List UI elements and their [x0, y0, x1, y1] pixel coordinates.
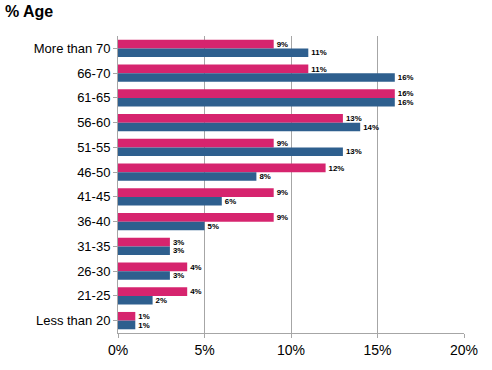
svg-text:9%: 9%: [277, 139, 288, 148]
svg-text:20%: 20%: [450, 342, 478, 358]
svg-text:11%: 11%: [311, 65, 326, 74]
svg-text:2%: 2%: [156, 296, 167, 305]
svg-text:4%: 4%: [190, 287, 201, 296]
svg-text:9%: 9%: [277, 188, 288, 197]
svg-text:36-40: 36-40: [77, 214, 110, 229]
svg-text:8%: 8%: [259, 172, 270, 181]
svg-text:16%: 16%: [398, 89, 414, 98]
svg-text:14%: 14%: [363, 123, 379, 132]
svg-text:31-35: 31-35: [77, 239, 110, 254]
svg-text:Less than 20: Less than 20: [36, 313, 110, 328]
svg-text:15%: 15%: [363, 342, 391, 358]
svg-text:41-45: 41-45: [77, 189, 110, 204]
svg-text:6%: 6%: [225, 197, 236, 206]
svg-text:16%: 16%: [398, 98, 414, 107]
svg-text:5%: 5%: [208, 222, 219, 231]
svg-text:9%: 9%: [277, 40, 288, 49]
svg-text:51-55: 51-55: [77, 140, 110, 155]
svg-text:3%: 3%: [173, 246, 184, 255]
svg-text:66-70: 66-70: [77, 66, 110, 81]
svg-text:5%: 5%: [194, 342, 214, 358]
svg-text:12%: 12%: [329, 164, 345, 173]
svg-text:13%: 13%: [346, 114, 362, 123]
svg-text:1%: 1%: [138, 312, 149, 321]
svg-text:16%: 16%: [398, 73, 414, 82]
svg-text:More than 70: More than 70: [34, 41, 111, 56]
svg-text:21-25: 21-25: [77, 288, 110, 303]
svg-text:3%: 3%: [173, 238, 184, 247]
svg-text:46-50: 46-50: [77, 165, 110, 180]
svg-text:11%: 11%: [311, 48, 326, 57]
svg-text:3%: 3%: [173, 271, 184, 280]
svg-text:0%: 0%: [108, 342, 128, 358]
svg-text:% Age: % Age: [5, 3, 53, 20]
svg-text:56-60: 56-60: [77, 115, 110, 130]
svg-text:13%: 13%: [346, 147, 362, 156]
svg-text:26-30: 26-30: [77, 264, 110, 279]
svg-text:61-65: 61-65: [77, 90, 110, 105]
svg-text:9%: 9%: [277, 213, 288, 222]
svg-text:10%: 10%: [277, 342, 305, 358]
svg-text:1%: 1%: [138, 321, 149, 330]
svg-text:4%: 4%: [190, 263, 201, 272]
